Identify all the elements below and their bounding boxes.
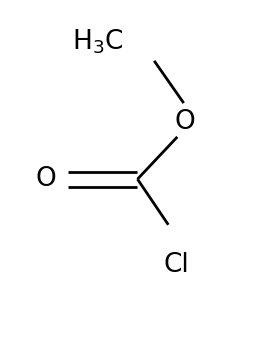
Text: H$_3$C: H$_3$C [72, 28, 123, 56]
Text: O: O [36, 166, 57, 192]
Text: O: O [175, 109, 195, 135]
Text: Cl: Cl [163, 252, 189, 278]
